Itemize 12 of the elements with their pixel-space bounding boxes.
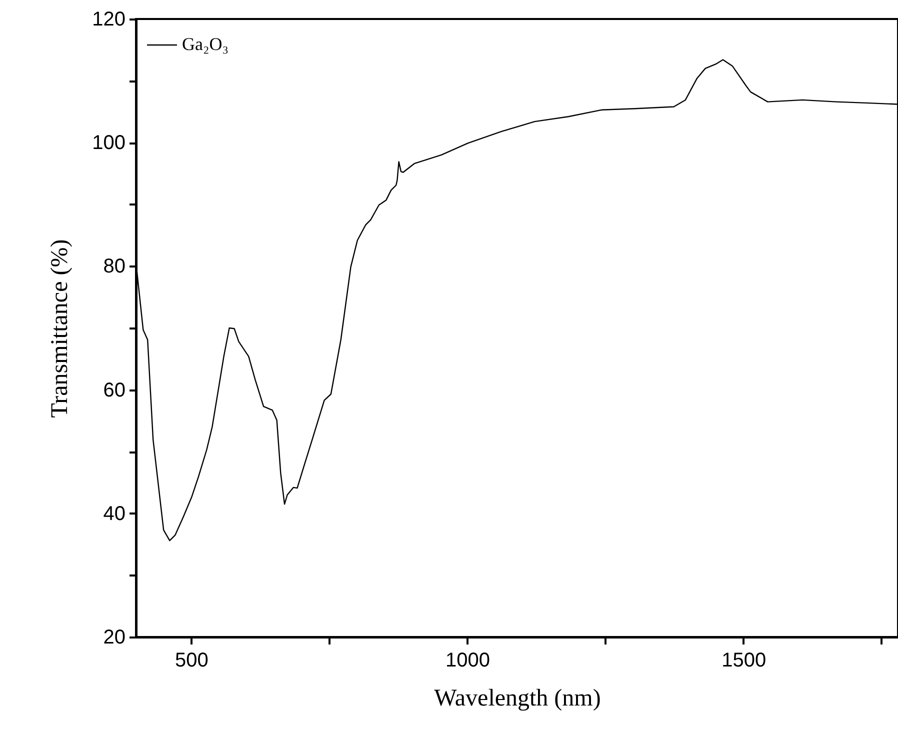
x-tick-label: 1000 xyxy=(446,650,490,672)
legend-label: Ga₂O₃ xyxy=(182,34,229,54)
y-tick-label: 120 xyxy=(92,8,126,30)
y-tick-label: 40 xyxy=(103,502,126,525)
x-axis-title: Wavelength (nm) xyxy=(434,686,601,712)
y-tick-label: 80 xyxy=(103,256,126,278)
x-tick-label: 500 xyxy=(175,650,208,672)
y-tick-label: 20 xyxy=(103,626,126,648)
y-tick-label: 100 xyxy=(92,132,126,154)
x-tick-label: 1500 xyxy=(722,650,766,672)
y-tick-label: 60 xyxy=(103,379,126,402)
y-axis-title: Transmittance (%) xyxy=(47,239,74,418)
